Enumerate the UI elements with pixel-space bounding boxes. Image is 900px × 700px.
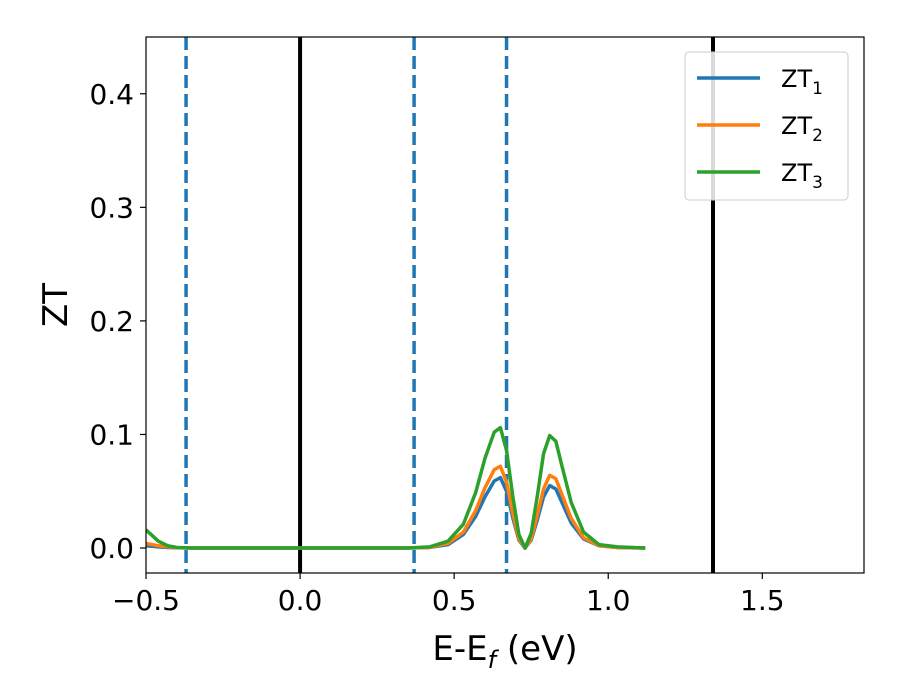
- x-tick-label: 0.5: [432, 584, 477, 617]
- plot-frame: [145, 36, 865, 574]
- series-line-zt3: [146, 425, 646, 550]
- y-tick-label: 0.0: [89, 532, 134, 565]
- x-tick-label: 1.0: [586, 584, 631, 617]
- legend-label-zt3: ZT3: [781, 159, 823, 193]
- y-axis-title: ZT: [36, 283, 76, 327]
- y-tick-label: 0.2: [89, 305, 134, 338]
- reference-lines: [184, 37, 716, 573]
- series-line-zt2: [146, 464, 646, 550]
- series-lines: [146, 425, 646, 550]
- axis-ticks: −0.5 0.0 0.5 1.0 1.5 0.0 0.1 0.2 0.3 0.4: [89, 78, 784, 617]
- x-axis-title-main: E-E: [432, 629, 487, 669]
- x-tick-label: 1.5: [740, 584, 785, 617]
- y-tick-label: 0.4: [89, 78, 134, 111]
- legend-box: [684, 51, 849, 201]
- x-axis-title-unit: (eV): [496, 629, 578, 669]
- legend-label-zt1: ZT1: [781, 65, 823, 99]
- x-axis-title: E-Ef (eV): [432, 629, 577, 674]
- legend-label-zt2: ZT2: [781, 112, 823, 146]
- legend: ZT1 ZT2 ZT3: [684, 51, 849, 201]
- y-tick-label: 0.3: [89, 191, 134, 224]
- x-tick-label: −0.5: [112, 584, 180, 617]
- x-tick-label: 0.0: [278, 584, 323, 617]
- y-tick-label: 0.1: [89, 418, 134, 451]
